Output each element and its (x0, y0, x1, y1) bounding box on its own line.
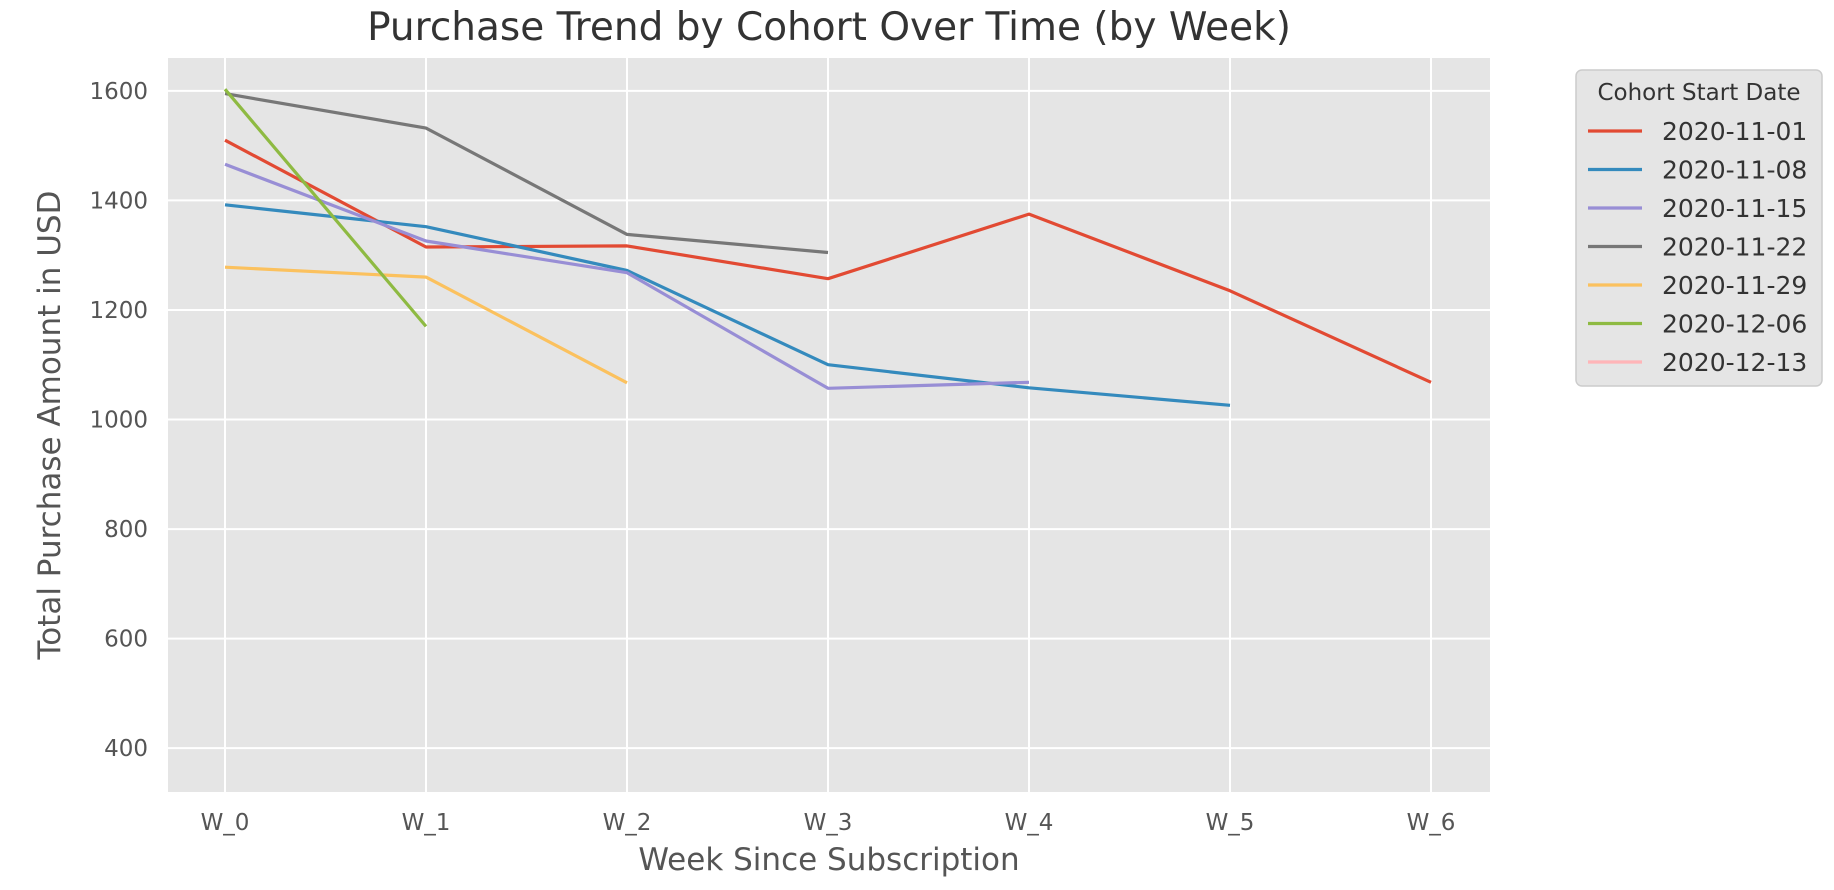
x-tick-label: W_4 (1005, 810, 1054, 836)
legend-label: 2020-11-22 (1662, 233, 1807, 262)
x-tick-label: W_0 (201, 810, 250, 836)
series-line-2020-11-08 (224, 203, 1231, 407)
legend-label: 2020-11-08 (1662, 156, 1807, 185)
y-axis-label: Total Purchase Amount in USD (32, 191, 68, 661)
y-tick-label: 800 (104, 517, 148, 543)
legend-label: 2020-11-29 (1662, 271, 1807, 300)
series-line-2020-11-29 (224, 265, 628, 385)
series-lines (223, 88, 1432, 407)
legend: Cohort Start Date 2020-11-012020-11-0820… (1575, 69, 1823, 387)
x-tick-label: W_2 (603, 810, 652, 836)
gridlines (168, 58, 1490, 792)
y-tick-label: 1000 (89, 408, 148, 434)
y-tick-label: 1200 (89, 298, 148, 324)
y-tick-label: 1600 (89, 79, 148, 105)
y-tick-label: 600 (104, 627, 148, 653)
x-axis-label: Week Since Subscription (638, 842, 1019, 878)
legend-box (1575, 69, 1823, 387)
tick-labels: 400 600 800 1000 1200 1400 1600 W_0 W_1 W_2 W_3 W_4… (89, 79, 1455, 836)
series-line-2020-11-15 (224, 162, 1030, 390)
legend-label: 2020-12-13 (1662, 348, 1807, 377)
x-tick-label: W_1 (402, 810, 451, 836)
y-tick-label: 1400 (89, 188, 148, 214)
legend-label: 2020-11-15 (1662, 194, 1807, 223)
x-tick-label: W_3 (804, 810, 853, 836)
legend-label: 2020-12-06 (1662, 310, 1807, 339)
series-line-2020-11-22 (224, 92, 829, 255)
series-line-2020-11-01 (224, 138, 1432, 384)
x-tick-label: W_6 (1407, 810, 1456, 836)
chart-title: Purchase Trend by Cohort Over Time (by W… (367, 5, 1291, 50)
y-tick-label: 400 (104, 736, 148, 762)
legend-title: Cohort Start Date (1597, 80, 1800, 106)
legend-label: 2020-11-01 (1662, 117, 1807, 146)
series-line-2020-12-06 (223, 88, 428, 328)
legend-items: 2020-11-01 2020-11-08 2020-11-15 2020-11-22… (1588, 117, 1807, 377)
x-tick-label: W_5 (1206, 810, 1255, 836)
